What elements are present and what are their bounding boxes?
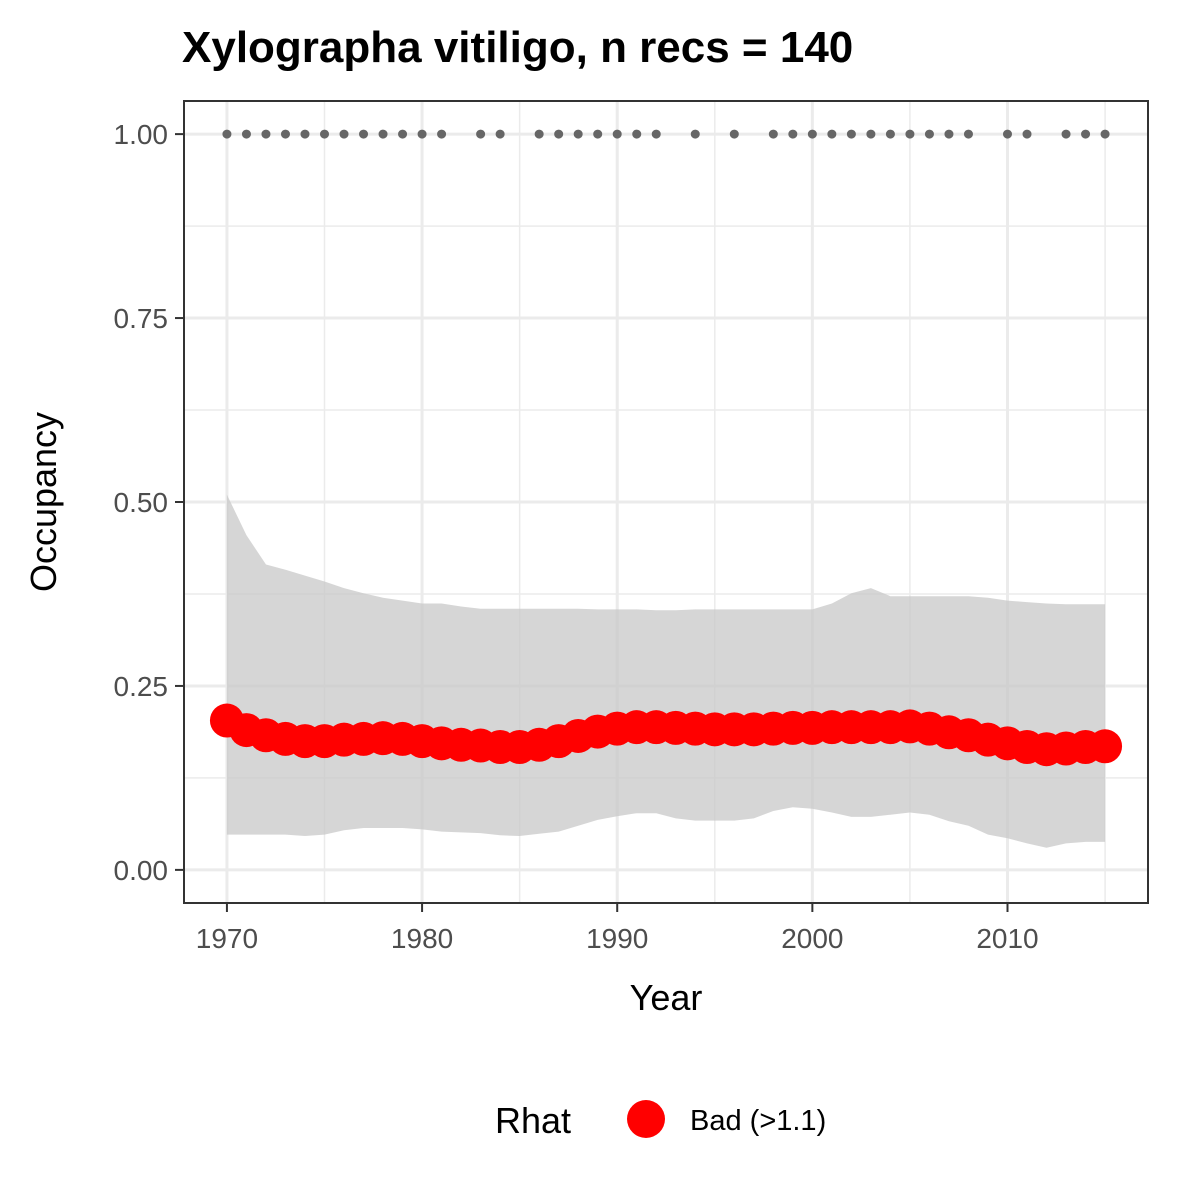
y-tick-label: 1.00 <box>114 119 169 150</box>
record-point <box>222 129 232 139</box>
mean-occupancy-points <box>209 703 1123 767</box>
record-point <box>261 129 271 139</box>
record-point <box>534 129 544 139</box>
x-tick-label: 2000 <box>781 923 843 954</box>
chart-title: Xylographa vitiligo, n recs = 140 <box>182 23 853 72</box>
legend-label-bad: Bad (>1.1) <box>690 1105 826 1137</box>
record-point <box>280 129 290 139</box>
record-point <box>1061 129 1071 139</box>
y-tick-label: 0.50 <box>114 487 169 518</box>
record-point <box>300 129 310 139</box>
record-point <box>1100 129 1110 139</box>
record-point <box>690 129 700 139</box>
y-tick-label: 0.75 <box>114 303 169 334</box>
legend: Rhat Bad (>1.1) <box>495 1100 826 1141</box>
record-point <box>241 129 251 139</box>
record-point <box>573 129 583 139</box>
y-tick-label: 0.25 <box>114 671 169 702</box>
record-point <box>846 129 856 139</box>
record-point <box>1002 129 1012 139</box>
x-tick-label: 1990 <box>586 923 648 954</box>
record-point <box>768 129 778 139</box>
record-point <box>885 129 895 139</box>
legend-key-bad <box>627 1100 665 1138</box>
record-point <box>651 129 661 139</box>
record-point <box>1022 129 1032 139</box>
record-point <box>398 129 408 139</box>
record-point <box>495 129 505 139</box>
x-axis-title: Year <box>630 977 703 1018</box>
record-point <box>1081 129 1091 139</box>
record-point <box>339 129 349 139</box>
record-points <box>222 129 1110 139</box>
x-tick-label: 1980 <box>391 923 453 954</box>
x-tick-label: 1970 <box>196 923 258 954</box>
record-point <box>963 129 973 139</box>
record-point <box>359 129 369 139</box>
record-point <box>788 129 798 139</box>
legend-title: Rhat <box>495 1100 571 1141</box>
record-point <box>944 129 954 139</box>
y-tick-label: 0.00 <box>114 855 169 886</box>
record-point <box>905 129 915 139</box>
record-point <box>729 129 739 139</box>
record-point <box>866 129 876 139</box>
record-point <box>632 129 642 139</box>
credible-interval-ribbon <box>226 494 1106 848</box>
record-point <box>827 129 837 139</box>
y-axis: 0.00 0.25 0.50 0.75 1.00 <box>114 119 184 886</box>
record-point <box>476 129 486 139</box>
record-point <box>378 129 388 139</box>
record-point <box>924 129 934 139</box>
record-point <box>417 129 427 139</box>
record-point <box>807 129 817 139</box>
y-axis-title: Occupancy <box>23 412 64 592</box>
record-point <box>612 129 622 139</box>
record-point <box>437 129 447 139</box>
record-point <box>320 129 330 139</box>
x-axis: 1970 1980 1990 2000 2010 <box>196 903 1039 954</box>
record-point <box>593 129 603 139</box>
x-tick-label: 2010 <box>976 923 1038 954</box>
mean-point <box>1088 729 1123 764</box>
record-point <box>554 129 564 139</box>
